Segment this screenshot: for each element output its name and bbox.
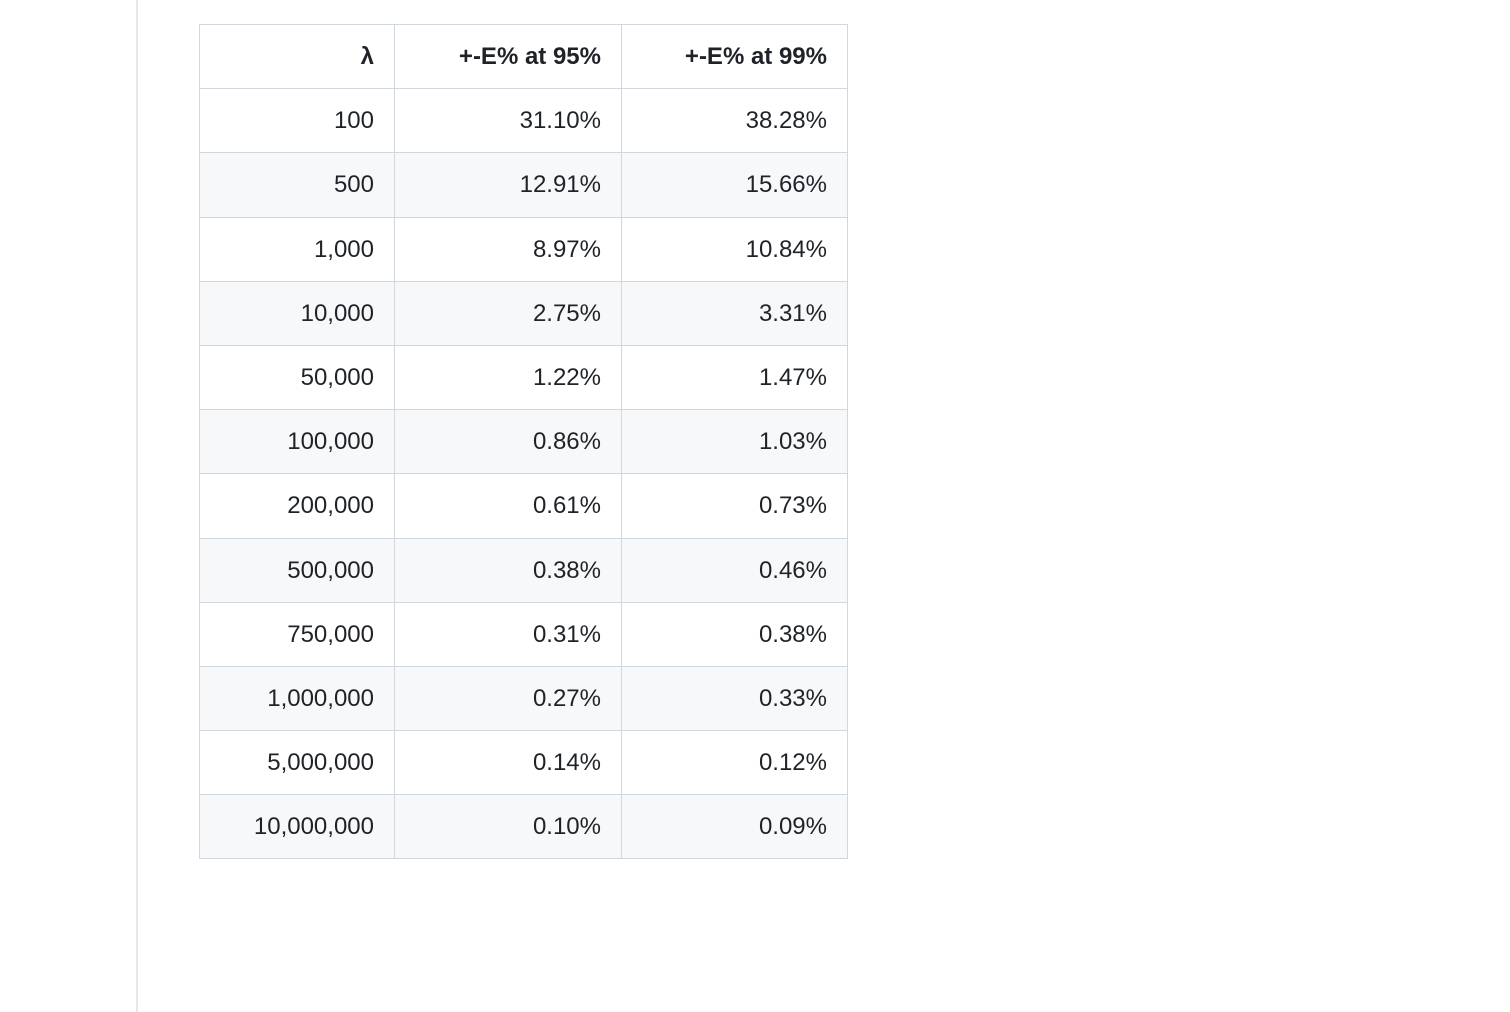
cell-lambda: 1,000 (200, 217, 395, 281)
cell-lambda: 750,000 (200, 602, 395, 666)
cell-e99: 1.47% (622, 345, 848, 409)
cell-e99: 15.66% (622, 153, 848, 217)
cell-lambda: 1,000,000 (200, 666, 395, 730)
cell-e99: 0.73% (622, 474, 848, 538)
col-header-e95: +-E% at 95% (395, 25, 622, 89)
content-area: λ +-E% at 95% +-E% at 99% 100 31.10% 38.… (199, 24, 848, 859)
cell-e95: 8.97% (395, 217, 622, 281)
table-row: 100 31.10% 38.28% (200, 89, 848, 153)
cell-e99: 0.12% (622, 731, 848, 795)
cell-e95: 31.10% (395, 89, 622, 153)
table-row: 500 12.91% 15.66% (200, 153, 848, 217)
col-header-e99: +-E% at 99% (622, 25, 848, 89)
cell-e95: 0.86% (395, 410, 622, 474)
page: λ +-E% at 95% +-E% at 99% 100 31.10% 38.… (0, 0, 1510, 1012)
table-row: 200,000 0.61% 0.73% (200, 474, 848, 538)
cell-lambda: 100 (200, 89, 395, 153)
table-row: 10,000 2.75% 3.31% (200, 281, 848, 345)
cell-e95: 0.38% (395, 538, 622, 602)
cell-e99: 38.28% (622, 89, 848, 153)
cell-e95: 0.14% (395, 731, 622, 795)
cell-e99: 0.46% (622, 538, 848, 602)
cell-e95: 0.27% (395, 666, 622, 730)
table-row: 5,000,000 0.14% 0.12% (200, 731, 848, 795)
table-header-row: λ +-E% at 95% +-E% at 99% (200, 25, 848, 89)
cell-e95: 0.61% (395, 474, 622, 538)
table-row: 1,000,000 0.27% 0.33% (200, 666, 848, 730)
table-row: 50,000 1.22% 1.47% (200, 345, 848, 409)
col-header-lambda: λ (200, 25, 395, 89)
cell-lambda: 50,000 (200, 345, 395, 409)
cell-e95: 1.22% (395, 345, 622, 409)
table-row: 500,000 0.38% 0.46% (200, 538, 848, 602)
cell-e95: 2.75% (395, 281, 622, 345)
table-row: 750,000 0.31% 0.38% (200, 602, 848, 666)
cell-lambda: 5,000,000 (200, 731, 395, 795)
cell-lambda: 10,000,000 (200, 795, 395, 859)
cell-lambda: 500,000 (200, 538, 395, 602)
cell-e99: 1.03% (622, 410, 848, 474)
cell-e99: 10.84% (622, 217, 848, 281)
cell-e99: 0.38% (622, 602, 848, 666)
cell-lambda: 500 (200, 153, 395, 217)
cell-e95: 0.10% (395, 795, 622, 859)
cell-lambda: 100,000 (200, 410, 395, 474)
error-margin-table: λ +-E% at 95% +-E% at 99% 100 31.10% 38.… (199, 24, 848, 859)
left-margin-rule (136, 0, 138, 1012)
cell-e99: 0.09% (622, 795, 848, 859)
table-row: 1,000 8.97% 10.84% (200, 217, 848, 281)
cell-e95: 0.31% (395, 602, 622, 666)
cell-lambda: 10,000 (200, 281, 395, 345)
table-row: 100,000 0.86% 1.03% (200, 410, 848, 474)
cell-e95: 12.91% (395, 153, 622, 217)
cell-e99: 0.33% (622, 666, 848, 730)
cell-e99: 3.31% (622, 281, 848, 345)
cell-lambda: 200,000 (200, 474, 395, 538)
table-row: 10,000,000 0.10% 0.09% (200, 795, 848, 859)
